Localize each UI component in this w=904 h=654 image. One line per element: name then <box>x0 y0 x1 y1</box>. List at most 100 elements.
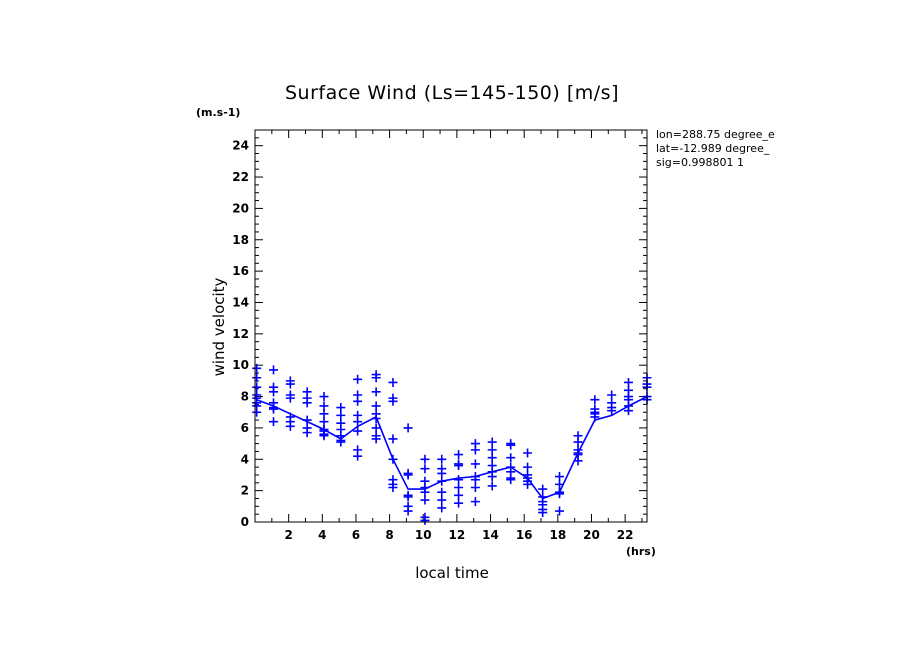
data-point-marker <box>353 374 363 384</box>
data-point-marker <box>353 426 363 436</box>
data-point-marker <box>302 428 312 438</box>
sig-annotation: sig=0.998801 1 <box>656 156 744 169</box>
y-tick-label: 6 <box>241 421 249 435</box>
y-axis-title: wind velocity <box>210 277 228 376</box>
data-point-marker <box>285 421 295 431</box>
data-point-marker <box>454 450 464 460</box>
data-point-marker <box>437 495 447 505</box>
data-point-marker <box>454 490 464 500</box>
x-tick-label: 12 <box>449 528 466 542</box>
lon-annotation: lon=288.75 degree_e <box>656 128 775 141</box>
data-point-marker <box>252 373 262 383</box>
data-point-marker <box>420 454 430 464</box>
data-point-marker <box>371 423 381 433</box>
data-point-marker <box>506 440 516 450</box>
data-point-marker <box>252 382 262 392</box>
data-point-marker <box>420 495 430 505</box>
data-point-marker <box>573 456 583 466</box>
data-point-marker <box>403 506 413 516</box>
data-point-marker <box>454 475 464 485</box>
data-point-marker <box>371 387 381 397</box>
y-tick-label: 0 <box>241 515 249 529</box>
data-point-marker <box>285 393 295 403</box>
data-point-marker <box>506 453 516 463</box>
x-tick-label: 22 <box>617 528 634 542</box>
data-point-marker <box>437 454 447 464</box>
data-point-marker <box>269 417 279 427</box>
y-tick-label: 8 <box>241 390 249 404</box>
x-tick-label: 8 <box>385 528 393 542</box>
y-tick-label: 2 <box>241 484 249 498</box>
plot-frame <box>254 129 648 523</box>
data-point-marker <box>470 459 480 469</box>
data-point-marker <box>590 395 600 405</box>
data-point-marker <box>555 472 565 482</box>
x-tick-label: 4 <box>318 528 326 542</box>
data-point-marker <box>252 363 262 373</box>
data-point-marker <box>285 379 295 389</box>
x-tick-label: 2 <box>284 528 292 542</box>
data-point-marker <box>269 404 279 414</box>
data-point-marker <box>555 479 565 489</box>
data-point-marker <box>403 470 413 480</box>
data-point-marker <box>388 434 398 444</box>
x-tick-label: 16 <box>516 528 533 542</box>
data-point-marker <box>487 445 497 455</box>
data-point-marker <box>336 410 346 420</box>
data-point-marker <box>607 406 617 416</box>
y-tick-label: 22 <box>232 170 249 184</box>
data-point-marker <box>470 445 480 455</box>
data-point-marker <box>336 437 346 447</box>
data-point-marker <box>506 475 516 485</box>
data-point-marker <box>353 396 363 406</box>
y-tick-label: 16 <box>232 264 249 278</box>
y-tick-label: 18 <box>232 233 249 247</box>
data-point-marker <box>487 453 497 463</box>
annotation-clip <box>780 125 904 175</box>
data-point-marker <box>523 462 533 472</box>
data-point-marker <box>403 423 413 433</box>
y-unit-label: (m.s-1) <box>196 106 240 119</box>
data-point-marker <box>388 454 398 464</box>
data-point-marker <box>437 476 447 486</box>
data-point-marker <box>437 503 447 513</box>
data-point-marker <box>555 506 565 516</box>
data-point-marker <box>607 390 617 400</box>
y-tick-label: 14 <box>232 295 249 309</box>
data-point-marker <box>420 487 430 497</box>
data-point-marker <box>420 464 430 474</box>
data-point-marker <box>573 437 583 447</box>
data-point-marker <box>420 515 430 525</box>
data-point-marker <box>487 472 497 482</box>
y-tick-label: 4 <box>241 452 249 466</box>
data-point-marker <box>388 396 398 406</box>
data-point-marker <box>269 365 279 375</box>
data-point-marker <box>470 483 480 493</box>
lat-annotation: lat=-12.989 degree_ <box>656 142 770 155</box>
x-tick-label: 20 <box>583 528 600 542</box>
data-point-marker <box>319 417 329 427</box>
data-point-marker <box>538 484 548 494</box>
data-point-marker <box>252 407 262 417</box>
data-point-marker <box>319 392 329 402</box>
data-point-marker <box>269 387 279 397</box>
chart-title: Surface Wind (Ls=145-150) [m/s] <box>285 82 619 104</box>
x-tick-label: 10 <box>415 528 432 542</box>
data-point-marker <box>590 412 600 422</box>
data-point-marker <box>437 487 447 497</box>
data-point-marker <box>371 401 381 411</box>
data-point-marker <box>319 401 329 411</box>
y-tick-label: 10 <box>232 358 249 372</box>
data-point-marker <box>319 426 329 436</box>
data-point-marker <box>353 451 363 461</box>
data-point-marker <box>454 498 464 508</box>
x-tick-label: 6 <box>352 528 360 542</box>
data-point-marker <box>336 403 346 413</box>
y-tick-label: 20 <box>232 201 249 215</box>
data-point-marker <box>388 483 398 493</box>
y-tick-label: 24 <box>232 139 249 153</box>
data-point-marker <box>538 508 548 518</box>
data-point-marker <box>470 497 480 507</box>
